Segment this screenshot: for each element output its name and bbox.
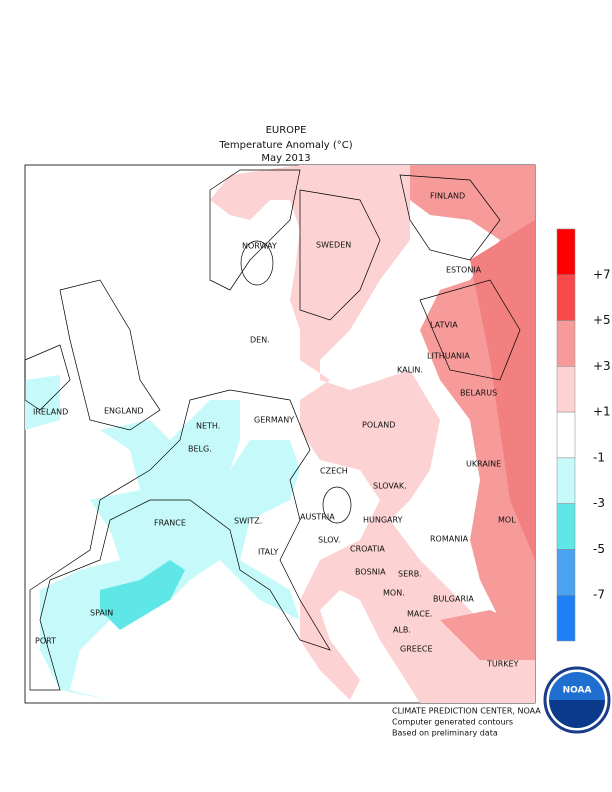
legend-label: -7 — [593, 588, 605, 602]
period: May 2013 — [261, 153, 310, 164]
legend-label: +7 — [593, 267, 611, 281]
country-label: NORWAY — [242, 242, 277, 251]
country-label: HUNGARY — [363, 516, 403, 525]
cool-anomaly-light — [40, 400, 300, 700]
country-label: PORT — [35, 637, 56, 646]
legend: +7 +5 +3 +1 -1 -3 -5 -7 — [556, 228, 611, 642]
logo-text: NOAA — [563, 686, 592, 696]
country-label: MOL — [498, 516, 516, 525]
coastline — [24, 169, 521, 691]
contour — [322, 486, 352, 524]
country-labels: FINLAND NORWAY SWEDEN ESTONIA LATVIA DEN. LITH… — [33, 192, 519, 669]
legend-swatch — [556, 549, 576, 596]
country-label: SERB. — [398, 570, 422, 579]
country-label: GREECE — [400, 645, 433, 654]
country-label: SLOVAK. — [373, 482, 407, 491]
legend-swatch — [556, 411, 576, 459]
country-label: BOSNIA — [355, 568, 386, 577]
logo-sky — [549, 672, 605, 700]
legend-label: +5 — [593, 313, 611, 327]
country-label: POLAND — [362, 421, 395, 430]
country-label: CROATIA — [350, 545, 385, 554]
cool-anomaly-mid — [100, 560, 185, 630]
legend-swatch — [556, 594, 576, 642]
country-label: BELARUS — [460, 389, 497, 398]
map-area — [24, 164, 536, 704]
warm-anomaly-light — [210, 165, 535, 703]
legend-label: -1 — [593, 450, 605, 464]
warm-anomaly-mid — [440, 610, 535, 660]
legend-swatch — [556, 366, 576, 413]
legend-swatch — [556, 228, 576, 276]
country-label: LATVIA — [430, 321, 458, 330]
country-label: SWEDEN — [316, 241, 351, 250]
legend-swatch — [556, 457, 576, 504]
region-title: EUROPE — [266, 125, 307, 136]
footer-text: Computer generated contours — [392, 718, 513, 727]
legend-swatch — [556, 320, 576, 367]
cool-anomaly-light — [25, 375, 60, 430]
country-label: TURKEY — [486, 660, 519, 669]
country-label: KALIN. — [397, 366, 423, 375]
country-label: ROMANIA — [430, 535, 469, 544]
legend-swatch — [556, 503, 576, 550]
country-label: SPAIN — [90, 609, 113, 618]
country-label: DEN. — [250, 336, 270, 345]
warm-anomaly-strong — [470, 220, 535, 560]
country-label: IRELAND — [33, 408, 68, 417]
country-label: CZECH — [320, 467, 348, 476]
country-label: ITALY — [258, 548, 278, 557]
country-label: GERMANY — [254, 416, 294, 425]
country-label: MACE. — [407, 610, 432, 619]
country-label: NETH. — [196, 422, 220, 431]
legend-label: +3 — [593, 359, 611, 373]
country-label: MON. — [383, 589, 405, 598]
country-label: ALB. — [393, 626, 411, 635]
footer-text: CLIMATE PREDICTION CENTER, NOAA — [392, 707, 541, 716]
country-label: LITHUANIA — [427, 352, 470, 361]
country-label: ESTONIA — [446, 266, 482, 275]
country-label: FRANCE — [154, 519, 186, 528]
legend-swatch — [556, 274, 576, 321]
legend-label: -5 — [593, 542, 605, 556]
country-label: AUSTRIA — [300, 513, 335, 522]
country-label: SWITZ. — [234, 517, 262, 526]
contour — [240, 240, 274, 286]
map-title: Temperature Anomaly (°C) — [218, 140, 352, 151]
footer-text: Based on preliminary data — [392, 729, 498, 738]
noaa-logo: NOAA — [543, 666, 611, 734]
country-label: UKRAINE — [466, 460, 501, 469]
legend-label: -3 — [593, 496, 605, 510]
logo-sea — [549, 700, 605, 728]
country-label: FINLAND — [430, 192, 465, 201]
country-label: BULGARIA — [433, 595, 474, 604]
country-label: SLOV. — [318, 536, 340, 545]
country-label: BELG. — [188, 445, 212, 454]
legend-label: +1 — [593, 405, 611, 419]
country-label: ENGLAND — [104, 407, 144, 416]
